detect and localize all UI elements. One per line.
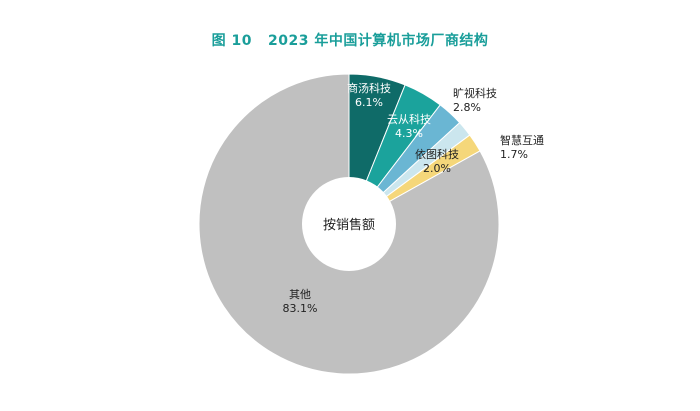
chart-title: 图 10 2023 年中国计算机市场厂商结构 [211,33,489,49]
slice-label-2: 云从科技 4.3% [387,112,431,140]
slice-value-2: 4.3% [395,127,423,140]
slice-value-4: 1.7% [500,148,528,161]
slice-value-6: 83.1% [283,302,318,315]
slice-value-3: 2.8% [453,101,481,114]
slice-name-1: 商汤科技 [347,81,391,95]
slice-name-5: 依图科技 [415,147,459,161]
slice-label-3: 旷视科技 2.8% [453,86,497,114]
slice-name-6: 其他 [289,288,311,301]
slice-name-2: 云从科技 [387,112,431,126]
label-group: 商汤科技 6.1%云从科技 4.3%旷视科技 2.8%智慧互通 1.7%依图科技 2.0%… [283,81,544,315]
slice-label-6: 其他 83.1% [283,288,318,315]
slice-label-1: 商汤科技 6.1% [347,81,391,109]
slice-name-4: 智慧互通 [500,133,544,147]
slice-label-5: 依图科技 2.0% [415,147,459,175]
slice-label-4: 智慧互通 1.7% [500,133,544,161]
slice-value-1: 6.1% [355,96,383,109]
donut-hole [302,177,396,271]
slice-value-5: 2.0% [423,162,451,175]
center-label: 按销售额 [323,217,375,233]
slice-name-3: 旷视科技 [453,86,497,100]
